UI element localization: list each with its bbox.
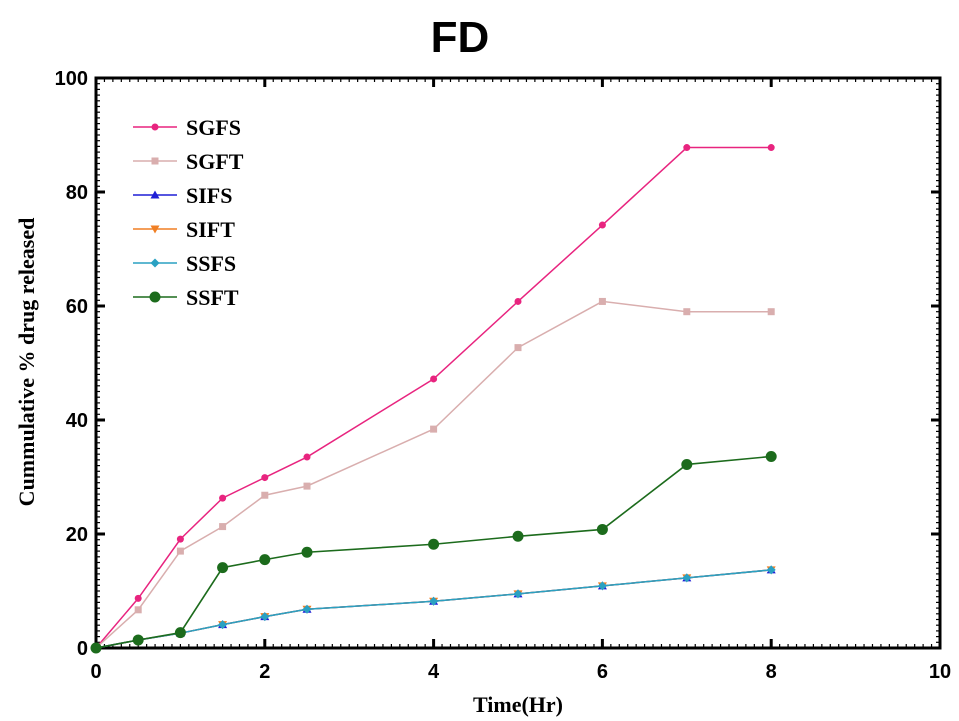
series-line-ssft <box>95 455 772 649</box>
data-point-ssft <box>512 530 524 542</box>
y-axis-label: Cummulative % drug released <box>14 218 39 507</box>
x-axis-label: Time(Hr) <box>473 692 563 717</box>
legend-item-sifs: SIFS <box>133 183 232 208</box>
data-point-sgft <box>598 297 606 305</box>
data-point-ssfs <box>513 589 523 599</box>
legend-label: SSFS <box>186 251 236 276</box>
data-point-ssfs <box>682 573 692 583</box>
legend-label: SIFT <box>186 217 235 242</box>
data-point-sgft <box>514 344 522 352</box>
x-tick-label: 4 <box>428 661 440 683</box>
data-point-ssft <box>765 450 777 462</box>
chart-title: FD <box>431 13 490 62</box>
data-point-ssfs <box>766 565 776 575</box>
data-point-ssft <box>132 634 144 646</box>
y-tick-label: 40 <box>66 410 88 432</box>
data-point-ssft <box>596 523 608 535</box>
data-point-ssft <box>301 546 313 558</box>
legend: SGFS SGFT SIFS SIFT SSFS SSFT <box>133 115 244 310</box>
data-point-sgfs <box>430 375 438 383</box>
data-point-sgfs <box>767 144 775 152</box>
data-point-sgfs <box>598 221 606 229</box>
legend-label: SGFS <box>186 115 241 140</box>
data-point-ssft <box>681 458 693 470</box>
data-point-ssfs <box>260 612 270 622</box>
x-tick-label: 2 <box>259 661 270 683</box>
data-point-sgfs <box>514 297 522 305</box>
data-point-sgfs <box>176 535 184 543</box>
series-line-sgft <box>95 300 772 649</box>
legend-item-ssfs: SSFS <box>133 251 236 276</box>
data-point-ssft <box>217 562 229 574</box>
x-tick-label: 10 <box>929 661 951 683</box>
data-point-sgft <box>767 308 775 316</box>
y-tick-label: 0 <box>77 638 88 660</box>
data-point-sgft <box>430 425 438 433</box>
data-point-ssfs <box>429 596 439 606</box>
data-point-sgfs <box>683 144 691 152</box>
x-tick-label: 6 <box>597 661 608 683</box>
y-tick-label: 80 <box>66 182 88 204</box>
data-point-sgft <box>219 523 227 531</box>
y-tick-label: 60 <box>66 296 88 318</box>
x-tick-label: 8 <box>766 661 777 683</box>
series-layer <box>90 144 777 654</box>
data-point-ssfs <box>302 604 312 614</box>
data-point-ssfs <box>597 581 607 591</box>
data-point-sgft <box>303 482 311 490</box>
legend-marker <box>150 258 160 268</box>
legend-item-sgfs: SGFS <box>133 115 241 140</box>
data-point-sgfs <box>134 594 142 602</box>
data-point-sgfs <box>219 494 227 502</box>
data-point-ssft <box>259 554 271 566</box>
data-point-sgft <box>134 606 142 614</box>
data-point-sgft <box>261 491 269 499</box>
data-point-sgft <box>176 547 184 555</box>
y-tick-label: 100 <box>55 68 88 90</box>
series-ssft <box>90 450 777 654</box>
legend-item-sift: SIFT <box>133 217 235 242</box>
data-point-sgfs <box>303 453 311 461</box>
legend-marker <box>150 190 160 199</box>
series-line-ssfs <box>95 569 772 649</box>
legend-label: SSFT <box>186 285 239 310</box>
legend-item-ssft: SSFT <box>133 285 239 310</box>
legend-label: SGFT <box>186 149 244 174</box>
data-point-ssft <box>174 627 186 639</box>
x-tick-label: 0 <box>90 661 101 683</box>
series-line-sifs <box>95 569 772 649</box>
data-point-sgfs <box>261 474 269 482</box>
data-point-sgft <box>683 308 691 316</box>
series-line-sift <box>95 569 772 649</box>
legend-label: SIFS <box>186 183 232 208</box>
data-point-ssft <box>428 538 440 550</box>
legend-marker <box>151 157 159 165</box>
legend-marker <box>149 291 161 303</box>
legend-marker <box>151 123 159 131</box>
data-point-ssft <box>90 642 102 654</box>
legend-item-sgft: SGFT <box>133 149 244 174</box>
series-sifs <box>91 565 776 652</box>
y-tick-label: 20 <box>66 524 88 546</box>
data-point-ssfs <box>218 620 228 630</box>
legend-marker <box>150 225 160 234</box>
